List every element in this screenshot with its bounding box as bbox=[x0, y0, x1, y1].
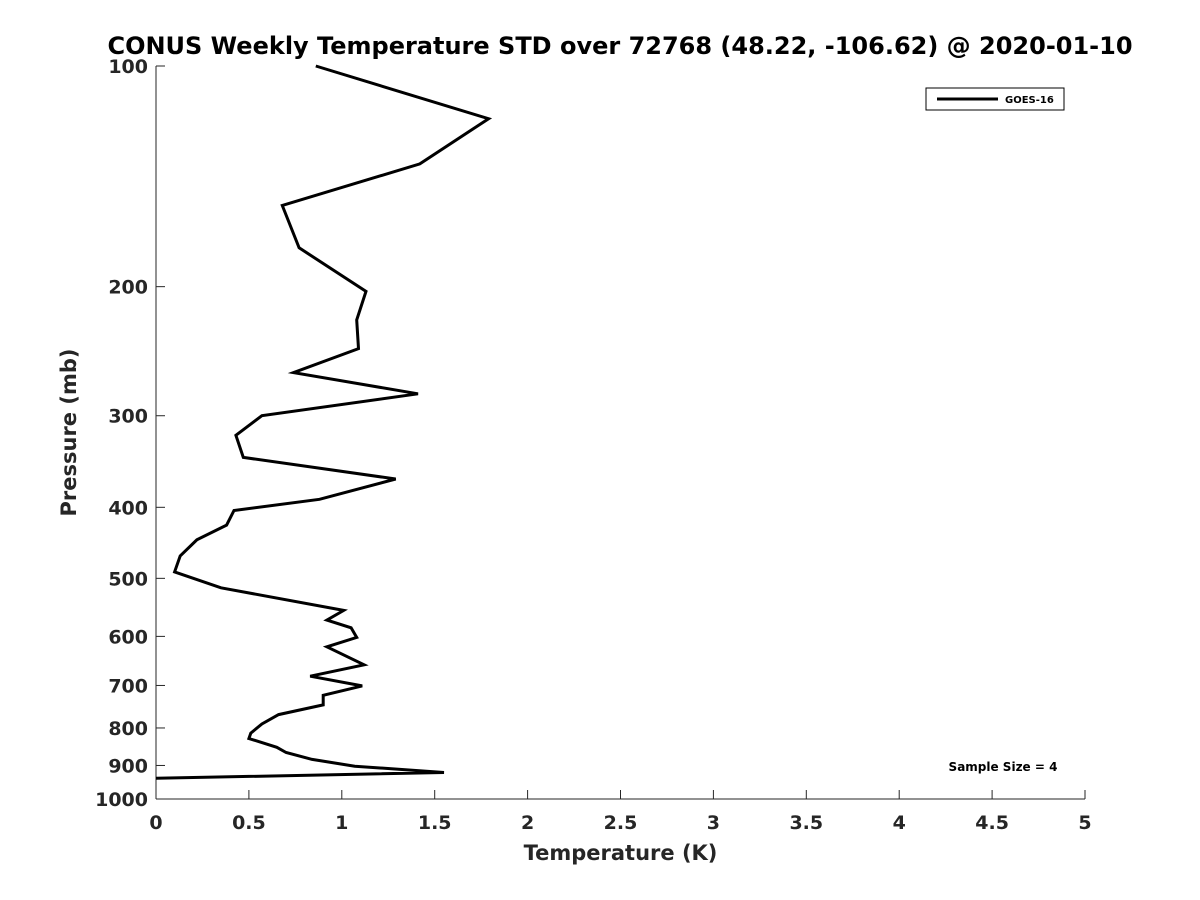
y-tick-label: 900 bbox=[108, 755, 148, 777]
x-tick-label: 2.5 bbox=[604, 812, 638, 834]
legend: GOES-16 bbox=[925, 87, 1065, 111]
y-tick-label: 300 bbox=[108, 406, 148, 428]
y-tick-label: 700 bbox=[108, 675, 148, 697]
y-axis-label: Pressure (mb) bbox=[57, 349, 81, 517]
sample-size-annotation: Sample Size = 4 bbox=[949, 760, 1058, 774]
y-tick-label: 500 bbox=[108, 568, 148, 590]
x-tick-label: 1 bbox=[335, 812, 348, 834]
x-axis-label: Temperature (K) bbox=[524, 841, 718, 865]
x-tick-label: 5 bbox=[1078, 812, 1091, 834]
x-tick-label: 4 bbox=[893, 812, 906, 834]
y-tick-label: 800 bbox=[108, 718, 148, 740]
x-tick-label: 0.5 bbox=[232, 812, 266, 834]
y-tick-label: 400 bbox=[108, 497, 148, 519]
x-tick-label: 0 bbox=[149, 812, 162, 834]
y-tick-label: 200 bbox=[108, 277, 148, 299]
x-tick-label: 3.5 bbox=[789, 812, 823, 834]
ticks: 0 0.5 1 1.5 2 2.5 3 3.5 4 4.5 5 100 200 300 400 500 600 7… bbox=[95, 56, 1092, 834]
y-tick-label: 100 bbox=[108, 56, 148, 78]
y-tick-label: 1000 bbox=[95, 789, 148, 811]
legend-label: GOES-16 bbox=[1005, 95, 1054, 106]
series-layer bbox=[155, 64, 493, 780]
y-tick-label: 600 bbox=[108, 626, 148, 648]
x-tick-label: 4.5 bbox=[975, 812, 1009, 834]
chart-title: CONUS Weekly Temperature STD over 72768 … bbox=[107, 32, 1132, 60]
x-tick-label: 1.5 bbox=[418, 812, 452, 834]
axes bbox=[155, 66, 1085, 800]
x-tick-label: 3 bbox=[707, 812, 720, 834]
x-tick-label: 2 bbox=[521, 812, 534, 834]
series-line-0 bbox=[155, 64, 493, 780]
